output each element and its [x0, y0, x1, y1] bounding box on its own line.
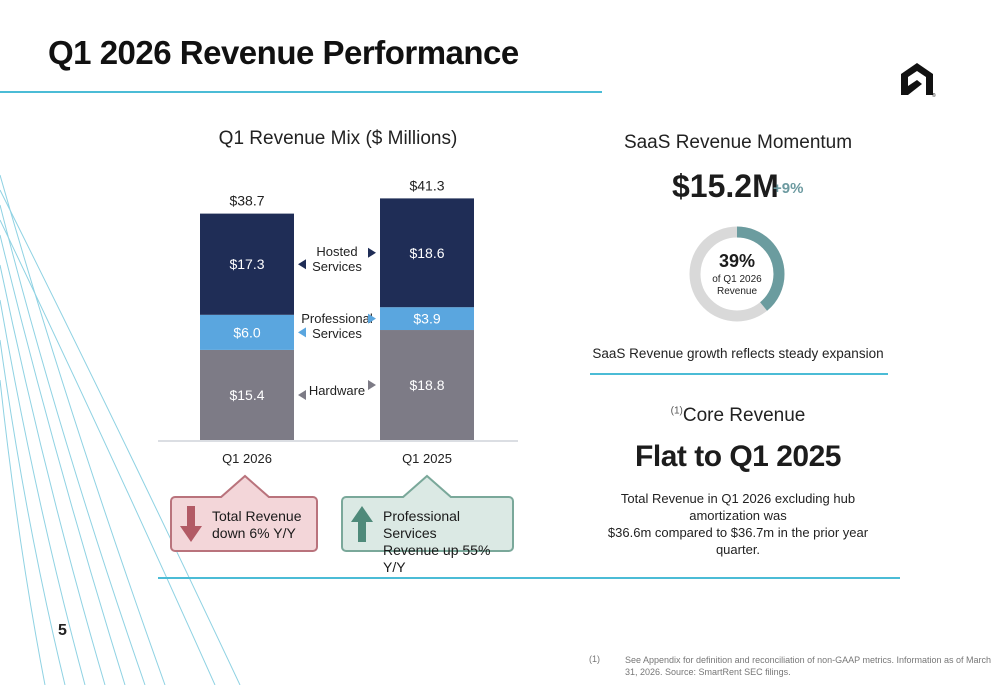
footnote-reference: (1) — [670, 405, 683, 417]
total-revenue-callout: Total Revenue down 6% Y/Y — [170, 496, 318, 552]
callout-text: Professional Services Revenue up 55% Y/Y — [383, 508, 512, 576]
bar-segment-hardware — [380, 330, 474, 440]
bar-segment-hardware — [200, 349, 294, 440]
core-revenue-label: Core Revenue — [682, 405, 806, 426]
data-label: $18.8 — [409, 377, 444, 393]
saas-note: SaaS Revenue growth reflects steady expa… — [592, 346, 884, 361]
legend-label: Services — [312, 259, 362, 274]
legend-pointer-right — [368, 247, 376, 258]
body-line: $36.6m compared to $36.7m in the prior y… — [607, 525, 869, 557]
callout-line: down 6% Y/Y — [212, 525, 296, 541]
saas-revenue-amount: $15.2M — [672, 168, 779, 204]
revenue-mix-chart: $15.4 $6.0 $17.3 $38.7 $18.8 $3.9 $18.6 $41.3 H… — [158, 177, 518, 466]
bottom-divider — [158, 577, 900, 579]
donut-caption: of Q1 2026 — [712, 274, 762, 285]
x-tick-label: Q1 2026 — [222, 451, 272, 466]
callout-line: Professional Services — [383, 508, 461, 541]
callout-line: Total Revenue — [212, 508, 302, 524]
legend-pointer-right — [368, 313, 376, 324]
donut-percent: 39% — [719, 251, 755, 271]
decorative-lines — [0, 174, 241, 685]
page-number: 5 — [58, 622, 67, 639]
data-label: $18.6 — [409, 245, 444, 261]
chart-bars: $15.4 $6.0 $17.3 $38.7 $18.8 $3.9 $18.6 $41.3 — [200, 177, 474, 440]
legend-pointer-right — [368, 380, 376, 391]
legend-pointer-left — [298, 327, 306, 338]
legend-pointer-left — [298, 389, 306, 400]
page-title: Q1 2026 Revenue Performance — [48, 34, 519, 71]
data-label: $6.0 — [233, 324, 260, 340]
callout-pointer — [402, 474, 452, 498]
core-revenue-body: Total Revenue in Q1 2026 excluding hub a… — [590, 490, 886, 558]
legend-label: Hosted — [316, 244, 357, 259]
saas-share-donut: 39% of Q1 2026 Revenue — [689, 226, 785, 322]
section-divider — [590, 373, 888, 375]
callout-line: Revenue up 55% Y/Y — [383, 542, 491, 575]
bar-segment-hosted-services — [200, 213, 294, 315]
data-label: $17.3 — [229, 256, 264, 272]
bar-segment-professional-services — [380, 307, 474, 331]
x-tick-label: Q1 2025 — [402, 451, 452, 466]
donut-value-arc — [689, 226, 785, 322]
donut-caption: Revenue — [717, 286, 757, 297]
legend-pointer-left — [298, 259, 306, 270]
core-revenue-title: (1)Core Revenue — [590, 405, 886, 427]
saas-growth-badge: +9% — [773, 180, 804, 197]
bar-segment-hosted-services — [380, 198, 474, 308]
footnote-mark: (1) — [589, 654, 600, 664]
svg-text:®: ® — [932, 92, 936, 98]
data-label: $3.9 — [413, 311, 440, 327]
footnote-text: See Appendix for definition and reconcil… — [625, 655, 992, 677]
professional-services-callout: Professional Services Revenue up 55% Y/Y — [341, 496, 514, 575]
callout-text: Total Revenue down 6% Y/Y — [212, 508, 302, 542]
arrow-up-icon — [351, 506, 373, 542]
body-line: Total Revenue in Q1 2026 excluding hub a… — [620, 491, 856, 523]
legend-label: Services — [312, 326, 362, 341]
arrow-down-icon — [180, 506, 202, 542]
data-label: $15.4 — [229, 387, 264, 403]
chart-legend: HostedServicesProfessionalServicesHardwa… — [298, 244, 376, 400]
total-label: $38.7 — [229, 193, 264, 209]
smartrent-logo-icon: ® — [901, 63, 936, 98]
saas-section-title: SaaS Revenue Momentum — [623, 132, 853, 153]
core-revenue-headline: Flat to Q1 2025 — [635, 440, 841, 473]
legend-label: Professional — [301, 311, 373, 326]
total-label: $41.3 — [409, 177, 444, 193]
bar-segment-professional-services — [200, 314, 294, 350]
callout-pointer — [220, 474, 270, 498]
legend-label: Hardware — [309, 383, 365, 398]
chart-title: Q1 Revenue Mix ($ Millions) — [218, 128, 458, 149]
title-divider — [0, 91, 602, 93]
